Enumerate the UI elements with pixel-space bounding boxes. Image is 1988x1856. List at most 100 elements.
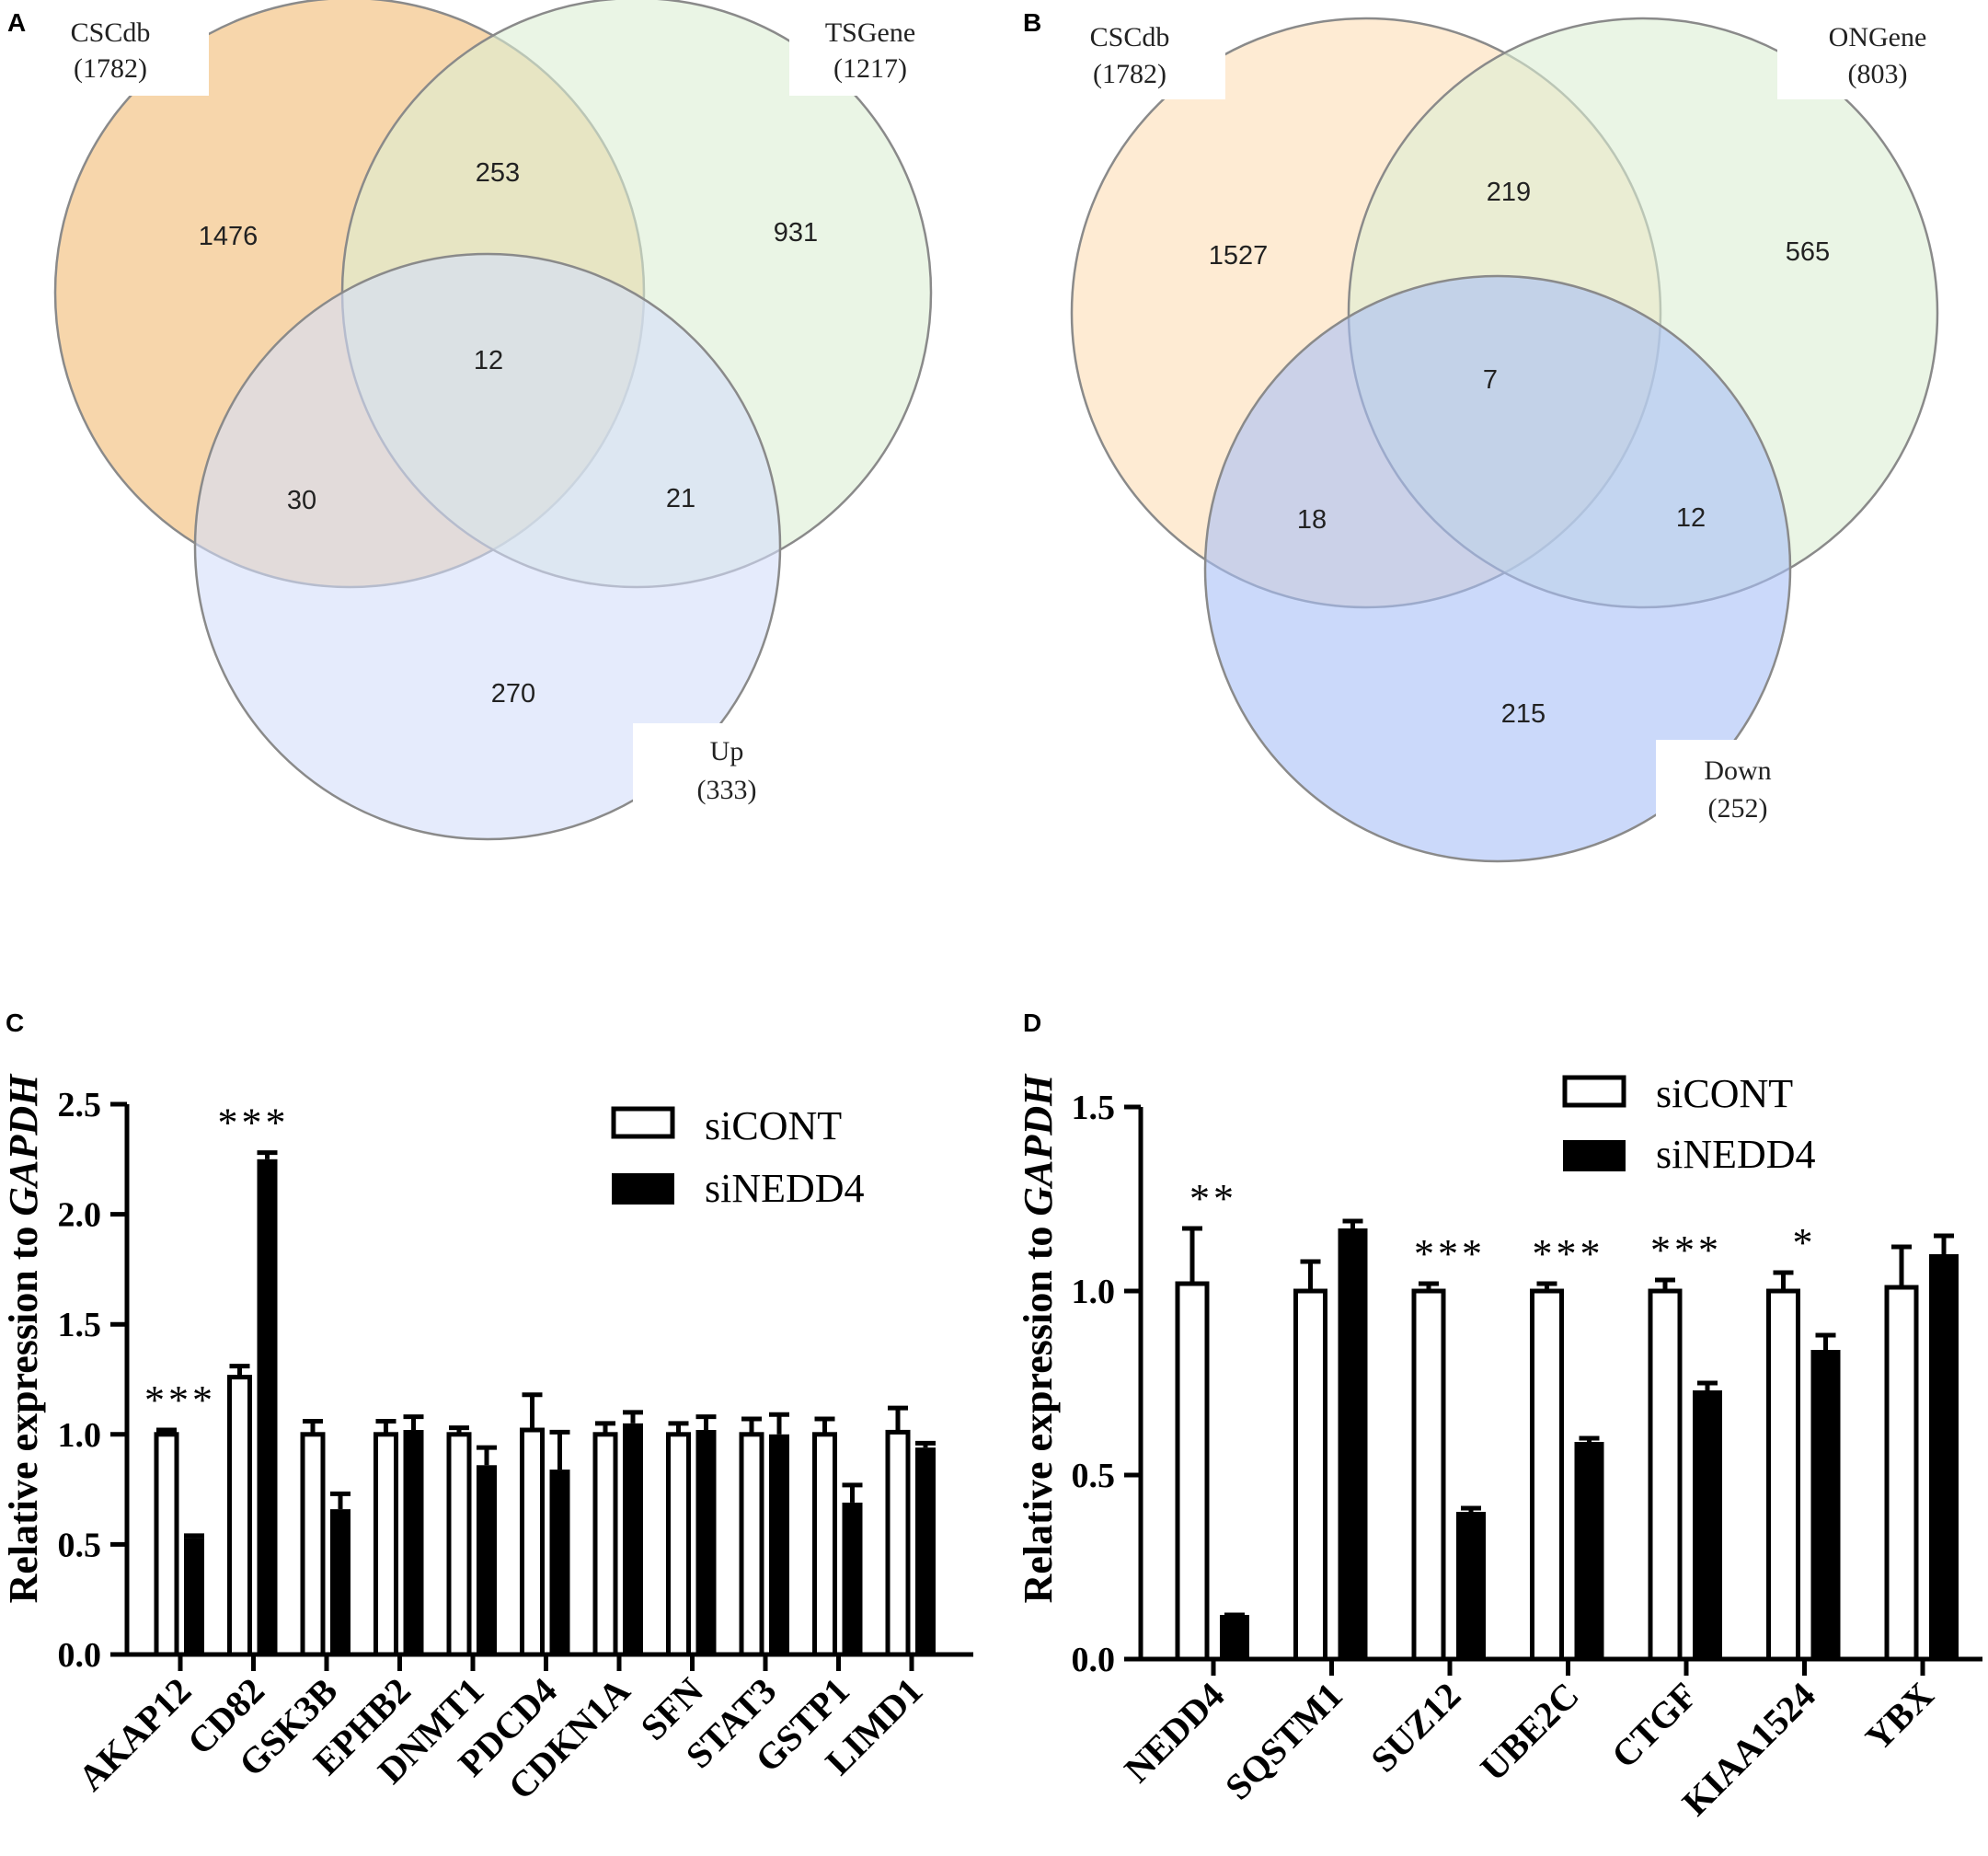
chart-d-category-label: SUZ12 [1362,1675,1468,1781]
chart-c-bar-sinedd4 [184,1538,204,1654]
chart-c-y-tick-label: 2.5 [58,1086,102,1124]
venn-a-label-box-cscdb [48,11,209,96]
chart-d-bar-sinedd4 [1220,1615,1249,1659]
chart-c-y-tick-label: 0.5 [58,1526,102,1564]
venn-b-label-box-cscdb [1067,11,1225,99]
chart-d-bar-sicont [1884,1285,1919,1662]
venn-a-set-count-tsgene: (1217) [833,53,907,84]
venn-a-set-name-up: Up [710,736,744,767]
panel-label-b: B [1023,8,1041,37]
chart-d-bar-sinedd4 [1456,1512,1486,1659]
chart-c-bar-sinedd4 [769,1434,789,1654]
chart-d-y-axis-label: Relative expression to GAPDH [1016,1073,1061,1604]
chart-c-bar-sicont [885,1429,911,1657]
chart-c-bar-sinedd4 [915,1447,936,1654]
chart-d-significance-label: *** [1414,1231,1486,1276]
chart-c-bar-sicont [154,1432,179,1657]
chart-d-bar-sinedd4 [1338,1228,1368,1659]
chart-d-bar-sinedd4 [1810,1350,1841,1659]
chart-c-legend-label-sinedd4: siNEDD4 [705,1166,865,1211]
venn-b-set-count-down: (252) [1708,793,1768,824]
venn-a-region-up-only: 270 [491,679,535,709]
venn-b-circle-down [1203,274,1792,863]
chart-d-legend-swatch-sinedd4 [1563,1140,1626,1171]
venn-a-set-count-up: (333) [697,775,757,805]
venn-b-region-all: 7 [1483,365,1498,395]
chart-c-legend-swatch-sicont [611,1106,675,1139]
venn-a-label-box-tsgene [789,11,929,96]
chart-c-bar-sicont [666,1432,691,1657]
bar-chart-c: 0.00.51.01.52.02.5 AKAP12CD82GSK3BEPHB2D… [1,1073,973,1807]
chart-c-y-tick-label: 0.0 [58,1636,102,1675]
venn-a-region-tsgene-only: 931 [774,218,818,248]
venn-b-set-name-ongene: ONGene [1829,22,1927,52]
chart-d-legend-label-sicont: siCONT [1656,1071,1793,1116]
venn-b-set-count-ongene: (803) [1848,59,1908,89]
panel-label-c: C [6,1009,24,1037]
venn-a-set-name-tsgene: TSGene [825,17,915,48]
chart-d-bar-sicont [1530,1288,1564,1662]
chart-d-bar-sicont [1766,1288,1800,1662]
chart-d-bar-sicont [1648,1288,1683,1662]
venn-a-set-count-cscdb: (1782) [74,53,147,84]
chart-c-bar-sinedd4 [842,1502,863,1654]
chart-d-bar-sinedd4 [1574,1442,1604,1659]
chart-d-significance-label: *** [1650,1228,1722,1273]
venn-b-label-box-ongene [1777,11,1925,99]
venn-b-set-name-down: Down [1704,755,1771,786]
venn-b-region-cscdb-only: 1527 [1209,241,1269,271]
chart-c-bar-sicont [446,1432,472,1657]
chart-c-y-axis-label: Relative expression to GAPDH [1,1073,46,1604]
chart-c-bar-sicont [592,1432,618,1657]
chart-d-significance-label: ** [1189,1176,1237,1221]
chart-c-significance-label: *** [218,1101,290,1146]
chart-c-bar-sinedd4 [695,1430,717,1654]
panel-label-d: D [1023,1009,1041,1037]
chart-d-significance-label: * [1793,1220,1817,1265]
venn-a-region-tsgene-up: 21 [666,484,695,513]
chart-d-bar-sicont [1411,1288,1446,1662]
chart-d-bar-sinedd4 [1929,1254,1959,1659]
chart-c-bar-sicont [300,1432,326,1657]
venn-a-region-all: 12 [474,346,503,375]
chart-c-legend-label-sicont: siCONT [705,1103,842,1148]
venn-b-set-name-cscdb: CSCdb [1090,22,1170,52]
chart-c-bar-sicont [520,1427,545,1657]
chart-c-bar-sinedd4 [330,1509,350,1654]
chart-d-y-tick-label: 1.5 [1072,1089,1116,1127]
chart-d-y-tick-label: 1.0 [1072,1273,1116,1311]
chart-d-legend-swatch-sicont [1562,1075,1626,1108]
chart-c-legend-swatch-sinedd4 [612,1173,674,1205]
venn-a-region-cscdb-up: 30 [287,486,316,515]
chart-c-bar-sinedd4 [477,1465,497,1654]
chart-d-bar-sicont [1293,1288,1327,1662]
venn-b-region-cscdb-down: 18 [1297,505,1327,535]
chart-d-category-label: NEDD4 [1116,1675,1232,1791]
chart-c-bar-sinedd4 [623,1423,643,1654]
chart-c-y-tick-label: 1.5 [58,1306,102,1344]
chart-c-bar-sicont [227,1375,252,1657]
venn-a-region-cscdb-only: 1476 [199,222,259,251]
chart-c-significance-label: *** [144,1378,216,1423]
venn-a-label-box-up [633,723,771,812]
venn-b: CSCdb (1782) ONGene (803) Down (252) 152… [1067,11,1939,863]
chart-d-significance-label: *** [1533,1231,1604,1276]
chart-c-bar-sinedd4 [403,1430,424,1654]
chart-c-bar-sicont [739,1432,764,1657]
chart-d-category-label: CTGF [1603,1675,1705,1776]
venn-b-region-ongene-down: 12 [1676,503,1706,533]
chart-d-category-label: YBX [1857,1674,1942,1758]
venn-a-circle-up [193,252,782,841]
chart-d-bar-sinedd4 [1693,1390,1722,1659]
chart-c-y-tick-label: 1.0 [58,1416,102,1455]
venn-b-label-box-down [1656,740,1820,837]
chart-c-bar-sicont [373,1432,398,1657]
venn-b-region-down-only: 215 [1501,699,1546,729]
venn-b-region-cscdb-ongene: 219 [1487,178,1531,207]
venn-a-region-cscdb-tsgene: 253 [476,158,520,188]
venn-a-set-name-cscdb: CSCdb [71,17,151,48]
chart-d-category-label: SQSTM1 [1217,1675,1350,1808]
venn-a: CSCdb (1782) TSGene (1217) Up (333) 1476… [48,0,933,841]
chart-c-y-tick-label: 2.0 [58,1196,102,1235]
